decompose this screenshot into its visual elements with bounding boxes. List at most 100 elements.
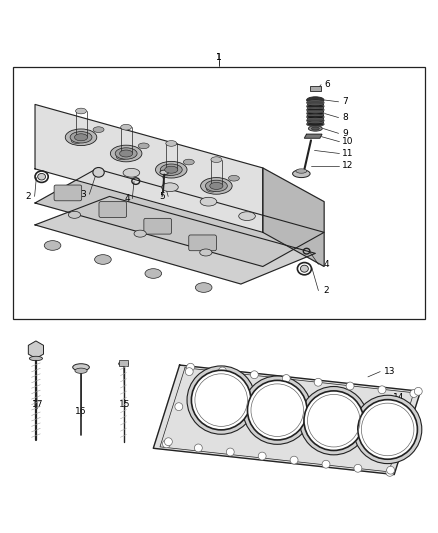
- Ellipse shape: [184, 159, 194, 165]
- Ellipse shape: [76, 108, 86, 114]
- Circle shape: [164, 438, 172, 446]
- Ellipse shape: [75, 368, 87, 374]
- Ellipse shape: [74, 134, 88, 141]
- Ellipse shape: [134, 230, 146, 237]
- Text: 13: 13: [384, 367, 396, 376]
- Polygon shape: [263, 168, 324, 266]
- Ellipse shape: [70, 132, 92, 143]
- Circle shape: [258, 452, 266, 460]
- Ellipse shape: [195, 282, 212, 292]
- Text: 1: 1: [216, 53, 222, 62]
- Text: 4: 4: [324, 260, 329, 269]
- Ellipse shape: [93, 167, 104, 177]
- Circle shape: [243, 376, 311, 445]
- Ellipse shape: [138, 143, 149, 149]
- Bar: [310, 86, 321, 91]
- Ellipse shape: [162, 170, 173, 176]
- Text: 2: 2: [26, 192, 31, 201]
- Circle shape: [251, 371, 258, 378]
- Circle shape: [353, 395, 422, 464]
- Ellipse shape: [311, 127, 319, 130]
- Circle shape: [414, 387, 422, 395]
- Circle shape: [283, 375, 290, 383]
- Ellipse shape: [116, 154, 127, 159]
- Text: 3: 3: [80, 190, 86, 199]
- Ellipse shape: [308, 126, 322, 131]
- Ellipse shape: [160, 164, 182, 175]
- Text: 4: 4: [124, 194, 130, 203]
- Ellipse shape: [211, 157, 222, 163]
- Ellipse shape: [293, 169, 310, 177]
- Ellipse shape: [307, 100, 324, 106]
- Ellipse shape: [93, 127, 104, 133]
- Text: 10: 10: [342, 137, 353, 146]
- FancyBboxPatch shape: [54, 185, 81, 201]
- Ellipse shape: [307, 104, 324, 110]
- Ellipse shape: [44, 241, 61, 251]
- Ellipse shape: [145, 269, 162, 278]
- FancyBboxPatch shape: [144, 219, 171, 234]
- Circle shape: [304, 391, 364, 450]
- Polygon shape: [35, 197, 315, 284]
- Ellipse shape: [120, 124, 131, 130]
- Circle shape: [386, 469, 394, 477]
- Ellipse shape: [123, 168, 140, 177]
- Ellipse shape: [120, 150, 133, 157]
- Circle shape: [290, 456, 298, 464]
- Ellipse shape: [207, 187, 217, 192]
- Text: 6: 6: [325, 80, 331, 89]
- Ellipse shape: [205, 180, 227, 191]
- Text: 8: 8: [342, 113, 348, 122]
- Circle shape: [247, 381, 307, 440]
- Text: 5: 5: [159, 192, 165, 201]
- Ellipse shape: [65, 129, 97, 146]
- FancyBboxPatch shape: [189, 235, 216, 251]
- Ellipse shape: [29, 356, 42, 361]
- Ellipse shape: [307, 117, 324, 123]
- Circle shape: [400, 427, 408, 435]
- Ellipse shape: [229, 175, 239, 181]
- Text: 11: 11: [342, 149, 353, 158]
- Circle shape: [175, 403, 183, 410]
- Text: 14: 14: [393, 393, 404, 402]
- Circle shape: [354, 464, 362, 472]
- Ellipse shape: [155, 161, 187, 178]
- Ellipse shape: [300, 265, 308, 272]
- Polygon shape: [35, 104, 263, 232]
- Ellipse shape: [110, 145, 142, 162]
- Ellipse shape: [68, 211, 81, 219]
- Text: 2: 2: [324, 286, 329, 295]
- Ellipse shape: [160, 170, 169, 174]
- FancyBboxPatch shape: [99, 201, 127, 217]
- Ellipse shape: [119, 361, 128, 366]
- Ellipse shape: [162, 183, 178, 191]
- Text: 1: 1: [216, 53, 222, 62]
- Circle shape: [194, 444, 202, 452]
- Bar: [307, 103, 324, 124]
- Ellipse shape: [307, 109, 324, 114]
- Ellipse shape: [307, 113, 324, 118]
- Circle shape: [191, 370, 251, 430]
- Circle shape: [358, 400, 417, 459]
- Polygon shape: [153, 365, 420, 474]
- Text: 7: 7: [342, 98, 348, 106]
- Circle shape: [219, 367, 226, 375]
- Polygon shape: [304, 134, 322, 138]
- Circle shape: [387, 466, 395, 474]
- Ellipse shape: [210, 182, 223, 189]
- Circle shape: [410, 390, 418, 398]
- Circle shape: [185, 368, 193, 376]
- Circle shape: [226, 448, 234, 456]
- Circle shape: [162, 440, 170, 448]
- Ellipse shape: [201, 177, 232, 194]
- Bar: [13, 67, 425, 319]
- Text: 9: 9: [342, 129, 348, 138]
- Text: 15: 15: [119, 400, 131, 409]
- Circle shape: [346, 382, 354, 390]
- Polygon shape: [35, 169, 324, 266]
- Circle shape: [187, 364, 194, 371]
- Circle shape: [322, 461, 330, 468]
- Ellipse shape: [239, 212, 255, 221]
- Text: 16: 16: [75, 407, 87, 416]
- Ellipse shape: [307, 122, 324, 127]
